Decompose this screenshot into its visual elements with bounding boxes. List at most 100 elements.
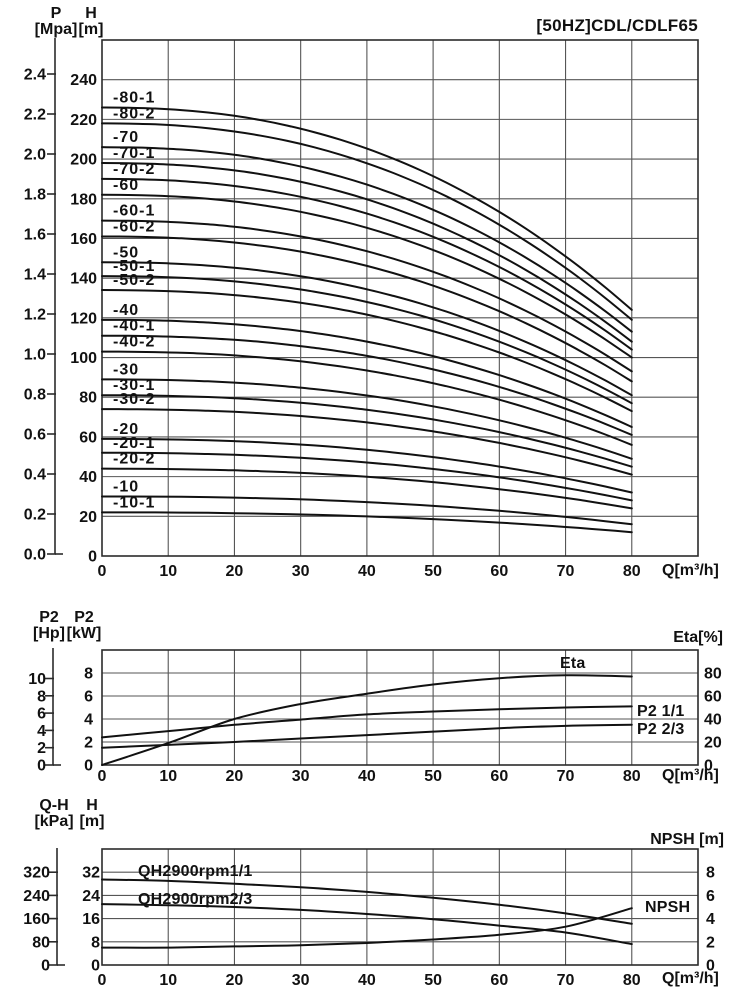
npsh-axis-header: NPSH [m] bbox=[650, 831, 724, 848]
kpa-axis-header: Q-H [kPa] bbox=[31, 798, 77, 830]
npsh-chart-xtick: 30 bbox=[292, 972, 310, 989]
power-eta-tick: 60 bbox=[704, 689, 722, 706]
curve--50-2 bbox=[101, 289, 633, 413]
power-hp-tick: 2 bbox=[37, 740, 46, 757]
curve--40 bbox=[101, 318, 633, 428]
head-h-tick: 40 bbox=[79, 469, 97, 486]
npsh-chart-xtick: 80 bbox=[623, 972, 641, 989]
head-p-tick: 0.2 bbox=[24, 507, 46, 524]
kpa-axis-unit: [kPa] bbox=[34, 813, 74, 830]
head-p-tick: 0.6 bbox=[24, 427, 46, 444]
curve-label--80-1: -80-1 bbox=[113, 89, 155, 106]
annotation-P2-1/1: P2 1/1 bbox=[637, 703, 684, 720]
power-chart-border bbox=[101, 649, 699, 766]
m-axis-unit: [m] bbox=[79, 813, 105, 830]
curve-label--20: -20 bbox=[113, 421, 139, 438]
curve--40-2 bbox=[101, 350, 633, 446]
power-hp-tick: 0 bbox=[37, 758, 46, 775]
npsh-right-tick: 4 bbox=[706, 911, 715, 928]
eta-axis-header: Eta[%] bbox=[673, 629, 723, 646]
curve-label--10: -10 bbox=[113, 478, 139, 495]
curve--70-1 bbox=[101, 162, 633, 343]
power-kw-tick: 0 bbox=[84, 758, 93, 775]
npsh-right-tick: 0 bbox=[706, 958, 715, 975]
npsh-chart-border bbox=[101, 848, 699, 966]
curve-label--80-2: -80-2 bbox=[113, 105, 155, 122]
head-chart-xtick: 80 bbox=[623, 563, 641, 580]
head-p-tick: 0.4 bbox=[24, 467, 46, 484]
curve--60-2 bbox=[101, 235, 633, 383]
hp-axis-name: P2 bbox=[39, 609, 59, 626]
npsh-m-tick: 8 bbox=[91, 934, 100, 951]
curve-label--30-1: -30-1 bbox=[113, 377, 155, 394]
head-h-tick: 180 bbox=[70, 191, 97, 208]
head-p-tick: 1.2 bbox=[24, 307, 46, 324]
curve-label--20-1: -20-1 bbox=[113, 435, 155, 452]
head-p-tick: 1.8 bbox=[24, 187, 46, 204]
power-eta-tick: 0 bbox=[704, 758, 713, 775]
head-chart-xtick: 0 bbox=[98, 563, 107, 580]
curve-label--60-2: -60-2 bbox=[113, 218, 155, 235]
curve-label--60-1: -60-1 bbox=[113, 203, 155, 220]
power-kw-tick: 6 bbox=[84, 689, 93, 706]
curve-Eta bbox=[101, 674, 633, 766]
head-chart-border bbox=[101, 39, 699, 557]
curve-label--70-2: -70-2 bbox=[113, 161, 155, 178]
curve-label--40-1: -40-1 bbox=[113, 318, 155, 335]
p-axis-unit: [Mpa] bbox=[34, 21, 78, 38]
head-h-tick: 0 bbox=[88, 549, 97, 566]
h-axis-name: H bbox=[85, 5, 97, 22]
curve--20-1 bbox=[101, 451, 633, 502]
npsh-right-tick: 8 bbox=[706, 865, 715, 882]
npsh-kpa-tick: 0 bbox=[41, 958, 50, 975]
power-kw-tick: 4 bbox=[84, 712, 93, 729]
head-p-tick: 2.4 bbox=[24, 67, 46, 84]
h-axis-unit: [m] bbox=[78, 21, 104, 38]
npsh-kpa-tick: 160 bbox=[23, 911, 50, 928]
p-axis-header: P [Mpa] bbox=[34, 6, 78, 38]
curve--70 bbox=[101, 146, 633, 333]
curve--60 bbox=[101, 193, 633, 359]
curve--20 bbox=[101, 437, 633, 494]
power-chart-xtick: 50 bbox=[424, 768, 442, 785]
kw-axis-unit: [kW] bbox=[66, 625, 102, 642]
kw-axis-header: P2 [kW] bbox=[62, 610, 106, 642]
curve-label--50: -50 bbox=[113, 244, 139, 261]
power-eta-tick: 80 bbox=[704, 666, 722, 683]
power-hp-tick: 6 bbox=[37, 706, 46, 723]
power-eta-tick: 20 bbox=[704, 735, 722, 752]
curve--60-1 bbox=[101, 219, 633, 373]
power-chart-xtick: 10 bbox=[159, 768, 177, 785]
head-chart-xtick: 70 bbox=[557, 563, 575, 580]
head-h-tick: 120 bbox=[70, 310, 97, 327]
curve--20-2 bbox=[101, 467, 633, 510]
head-h-tick: 60 bbox=[79, 429, 97, 446]
kpa-axis-name: Q-H bbox=[39, 797, 69, 814]
head-p-tick: 1.4 bbox=[24, 267, 46, 284]
curve--80-2 bbox=[101, 122, 633, 321]
head-chart-xtick: 50 bbox=[424, 563, 442, 580]
annotation-P2-2/3: P2 2/3 bbox=[637, 721, 684, 738]
head-h-tick: 140 bbox=[70, 271, 97, 288]
head-h-tick: 200 bbox=[70, 152, 97, 169]
annotation-QH2900rpm2/3: QH2900rpm2/3 bbox=[138, 891, 252, 908]
npsh-m-tick: 24 bbox=[82, 888, 100, 905]
head-chart-xaxis-label: Q[m³/h] bbox=[662, 562, 719, 579]
chart-title: [50HZ]CDL/CDLF65 bbox=[536, 16, 698, 35]
curve-P2-1/1 bbox=[101, 705, 633, 739]
curve-label--40: -40 bbox=[113, 302, 139, 319]
curve-label--60: -60 bbox=[113, 177, 139, 194]
head-h-tick: 20 bbox=[79, 509, 97, 526]
head-p-tick: 1.6 bbox=[24, 227, 46, 244]
hp-axis-unit: [Hp] bbox=[33, 625, 65, 642]
power-kw-tick: 8 bbox=[84, 666, 93, 683]
power-hp-tick: 8 bbox=[37, 688, 46, 705]
head-chart-xtick: 30 bbox=[292, 563, 310, 580]
head-chart-xtick: 10 bbox=[159, 563, 177, 580]
curve-NPSH bbox=[101, 907, 633, 949]
head-h-tick: 240 bbox=[70, 72, 97, 89]
curve-P2-2/3 bbox=[101, 723, 633, 749]
curve--10-1 bbox=[101, 511, 633, 534]
